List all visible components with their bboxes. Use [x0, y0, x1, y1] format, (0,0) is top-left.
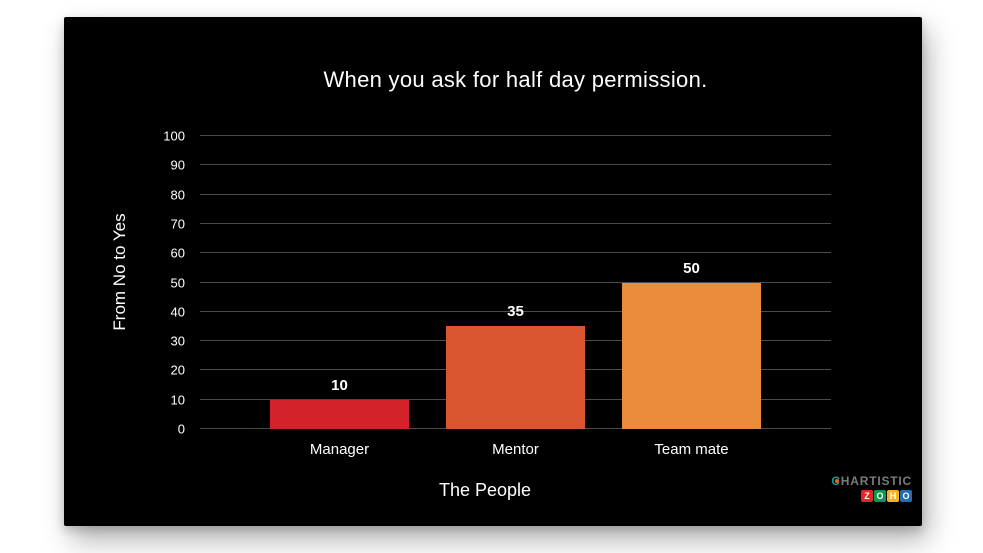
bar-category-label: Team mate — [654, 441, 729, 458]
gridline — [200, 281, 831, 283]
gridline — [200, 164, 831, 166]
chartistic-c-icon: C — [831, 474, 840, 488]
bar-manager: 10 Manager — [270, 377, 409, 458]
slide-card: When you ask for half day permission. Fr… — [64, 17, 922, 526]
x-axis-label: The People — [438, 480, 532, 500]
y-tick-label: 60 — [170, 245, 185, 261]
y-tick-label: 10 — [170, 392, 185, 408]
y-tick-label: 0 — [177, 421, 185, 437]
bar-category-label: Manager — [309, 441, 370, 458]
y-tick-label: 20 — [170, 362, 185, 378]
y-tick-label: 40 — [170, 304, 185, 320]
gridline — [200, 193, 831, 195]
y-tick-label: 30 — [170, 333, 185, 349]
y-tick-label: 50 — [170, 275, 185, 290]
chartistic-c-dot-icon — [834, 479, 839, 483]
gridline — [200, 252, 831, 254]
bar-team-mate: 50 Team mate — [622, 260, 761, 458]
bar-value-label: 35 — [507, 303, 524, 321]
bar-value-label: 50 — [683, 259, 700, 277]
bar-value-label: 10 — [331, 376, 348, 394]
gridline — [200, 222, 831, 224]
gridline — [200, 135, 831, 136]
gridline — [200, 310, 831, 312]
plot-area: 10 Manager 35 Mentor 50 Team mate — [200, 135, 831, 458]
y-tick-label: 80 — [170, 187, 185, 203]
zoho-letter-tile: Z — [861, 490, 873, 502]
y-tick-label: 70 — [170, 216, 185, 232]
y-tick-label: 90 — [170, 157, 185, 173]
zoho-letter-tile: H — [887, 490, 899, 502]
bar-category-label: Mentor — [492, 441, 539, 458]
chart-title: When you ask for half day permission. — [323, 67, 708, 92]
y-axis-ticks: 0 10 20 30 40 50 60 70 80 90 100 — [125, 130, 185, 436]
zoho-letter-tile: O — [900, 490, 912, 502]
chartistic-wordmark: HARTISTIC — [840, 474, 912, 488]
bar-mentor: 35 Mentor — [446, 303, 585, 458]
zoho-letter-tile: O — [874, 490, 886, 502]
chartistic-logo: C HARTISTIC — [831, 474, 912, 488]
bars: 10 Manager 35 Mentor 50 Team mate — [200, 136, 831, 458]
y-tick-label: 100 — [163, 128, 185, 144]
